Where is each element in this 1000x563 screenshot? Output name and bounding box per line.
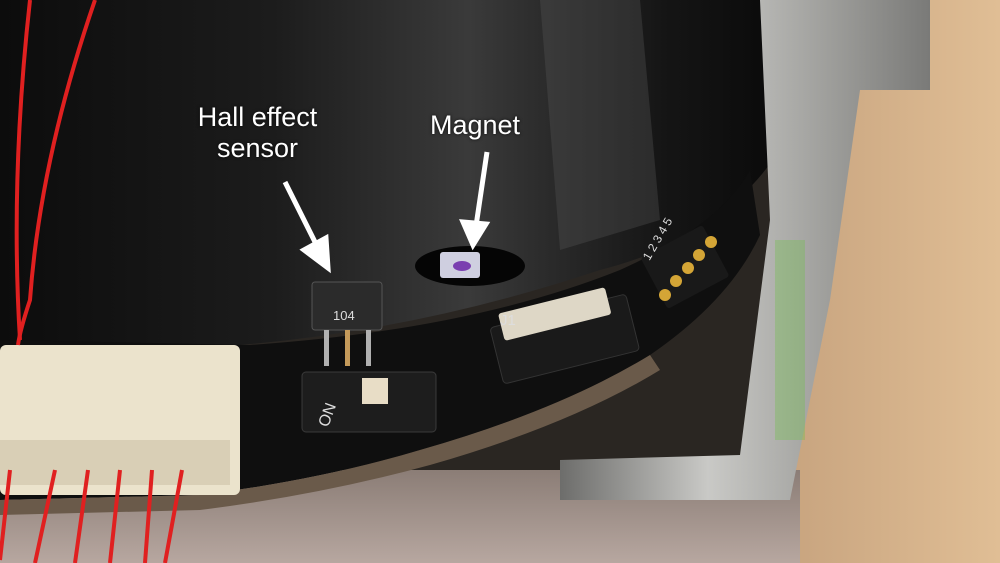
sensor-pin bbox=[345, 330, 350, 366]
connector-marking: J1 bbox=[500, 312, 516, 329]
sensor-marking: 104 bbox=[333, 308, 355, 323]
arrow-to-magnet bbox=[459, 151, 491, 251]
arrow-to-sensor bbox=[282, 180, 331, 274]
j1-latch bbox=[498, 287, 611, 341]
sensor-pin bbox=[366, 330, 371, 366]
magnet-mark bbox=[453, 261, 471, 271]
magnet-annotation: Magnet bbox=[429, 110, 521, 140]
pin-pad bbox=[670, 275, 682, 287]
pcb-edge bbox=[0, 355, 660, 515]
hall-sensor-label-line2: sensor bbox=[216, 133, 299, 163]
motor-highlight bbox=[540, 0, 660, 250]
metal-bracket bbox=[560, 0, 930, 500]
pin-pad bbox=[659, 289, 671, 301]
hall-sensor-label-line1: Hall effect bbox=[197, 102, 318, 132]
red-wires bbox=[0, 0, 184, 563]
pin-pad bbox=[705, 236, 717, 248]
dip-switch-lever bbox=[362, 378, 388, 404]
hall-sensor-annotation: Hall effect sensor bbox=[170, 102, 345, 164]
sensor-pin bbox=[324, 330, 329, 366]
wire-connector-shade bbox=[0, 440, 230, 485]
motor-body bbox=[0, 0, 780, 345]
green-reflection bbox=[775, 240, 805, 440]
pin-pad bbox=[693, 249, 705, 261]
pin-pad bbox=[682, 262, 694, 274]
